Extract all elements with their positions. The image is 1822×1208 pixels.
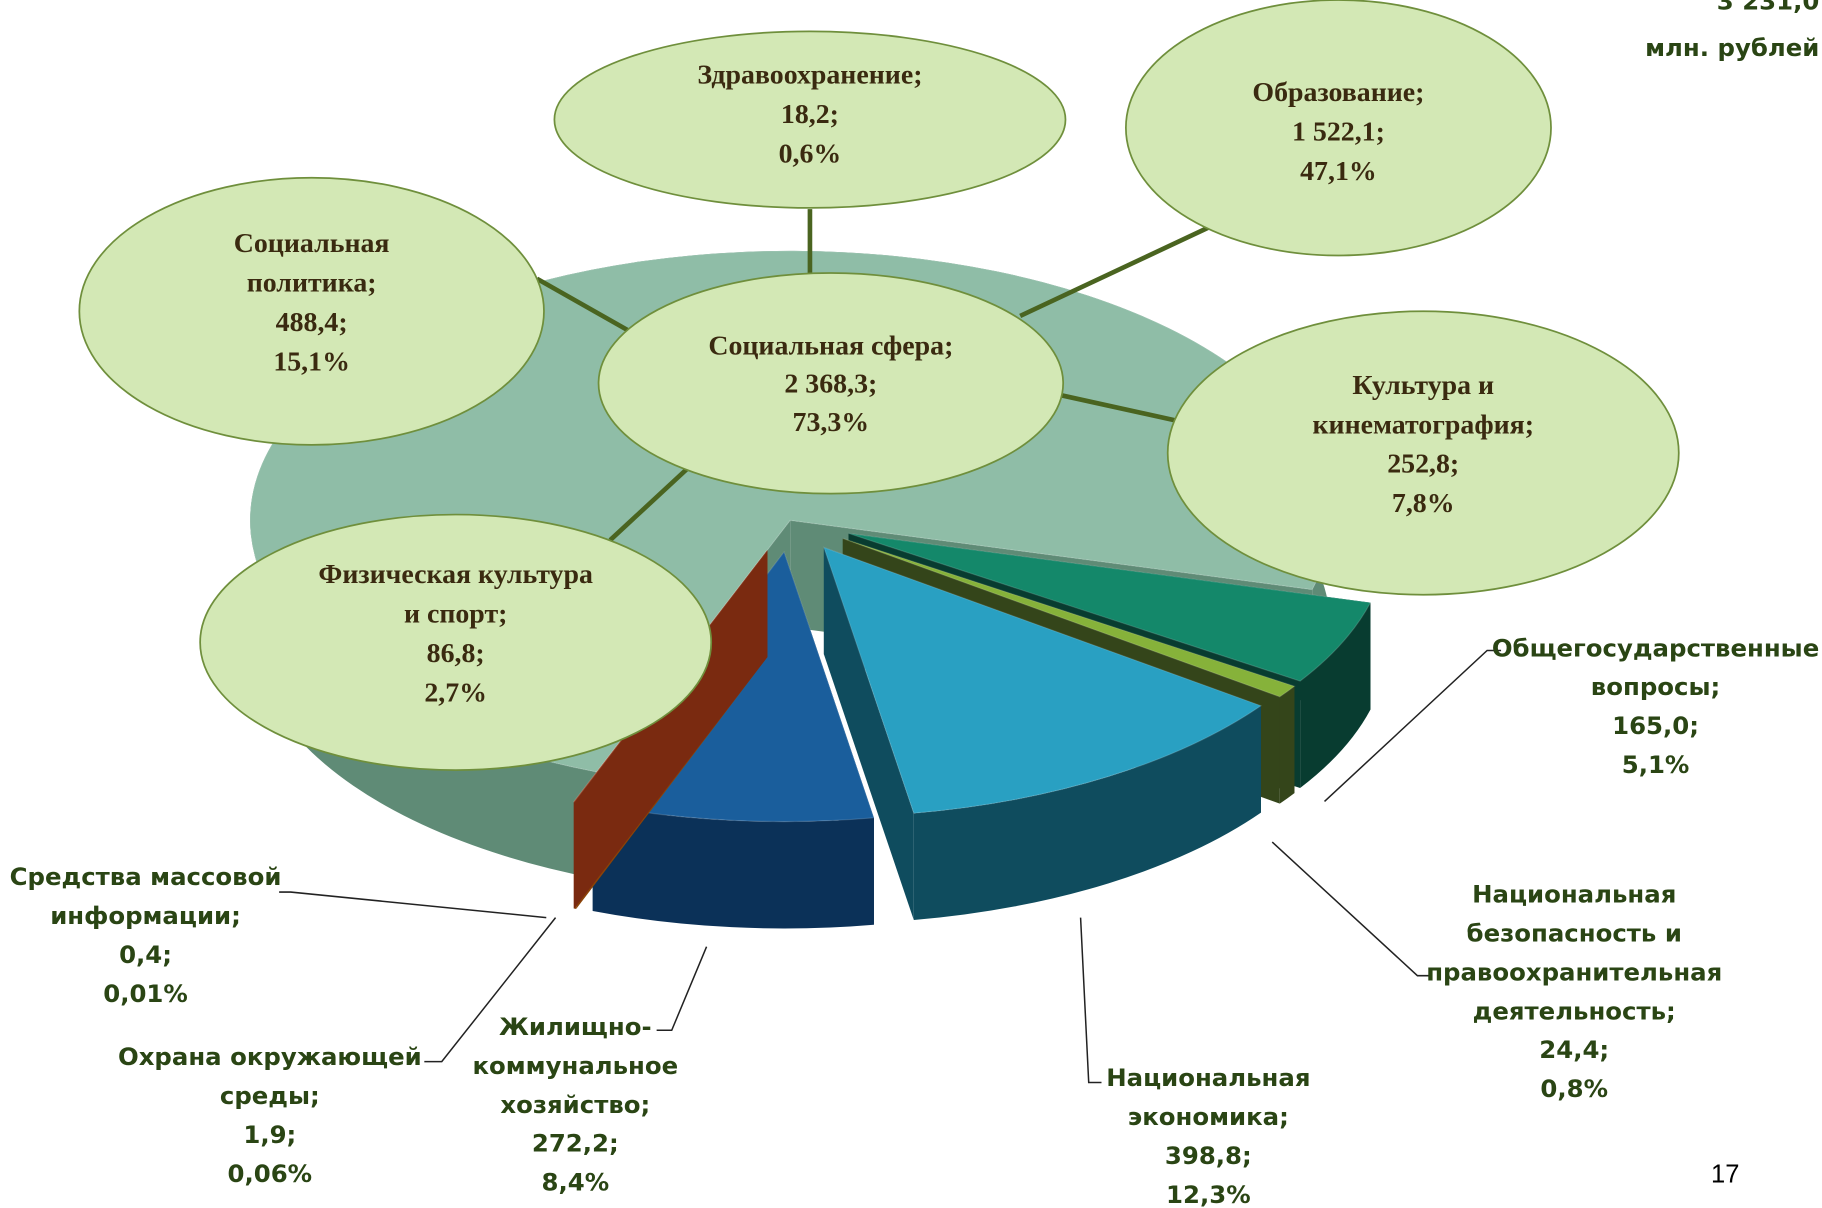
slice-edge	[592, 804, 874, 929]
callout-label-line: 15,1%	[273, 347, 350, 378]
slice-label-line: информации;	[50, 901, 241, 930]
slice-label-line: Охрана окружающей	[118, 1042, 422, 1071]
callout-label-line: 7,8%	[1392, 488, 1455, 519]
callout-label: Физическая культура и спорт; 86,8; 2,7%	[318, 559, 593, 708]
slice-label-line: 5,1%	[1622, 750, 1690, 779]
callout-label-line: кинематография;	[1312, 409, 1534, 440]
slice-label-line: среды;	[220, 1081, 320, 1110]
callout-label: Образование; 1 522,1; 47,1%	[1252, 77, 1424, 187]
slice-label-line: 12,3%	[1166, 1180, 1251, 1208]
callout-label: Социальная политика; 488,4; 15,1%	[234, 228, 390, 377]
callout-label-line: 252,8;	[1387, 449, 1459, 480]
slice-label-line: безопасность и	[1467, 918, 1682, 947]
slice-label-line: 165,0;	[1612, 711, 1699, 740]
callout-label-line: и спорт;	[404, 599, 507, 630]
callout-label-line: 488,4;	[276, 307, 348, 338]
connector	[535, 276, 635, 336]
leader-line	[656, 946, 708, 1032]
slice-side	[573, 550, 768, 909]
callout-label-line: Образование;	[1252, 77, 1424, 108]
slice-label-line: 0,8%	[1540, 1074, 1608, 1103]
leader-line	[279, 891, 547, 919]
callout	[1166, 310, 1680, 596]
callout-label-line: Социальная сфера;	[708, 330, 953, 361]
connector	[1059, 392, 1177, 423]
slice-label: Средства массовой информации; 0,4; 0,01%	[10, 862, 282, 1008]
connector	[608, 466, 690, 542]
slice-label-line: 24,4;	[1539, 1035, 1609, 1064]
callout-label-line: 18,2;	[781, 99, 839, 130]
slice-side	[823, 547, 914, 921]
slice	[822, 546, 1263, 814]
slice-label: Общегосударственные вопросы; 165,0; 5,1%	[1492, 633, 1819, 779]
slice-label-line: Национальная	[1472, 880, 1676, 909]
callout	[78, 176, 545, 446]
callout-label: Социальная сфера; 2 368,3; 73,3%	[708, 330, 953, 438]
callout-label: Культура и кинематография; 252,8; 7,8%	[1312, 370, 1534, 519]
total-value: 3 231,0	[1717, 0, 1820, 15]
callout-label-line: Физическая культура	[318, 559, 593, 590]
slice-label: Охрана окружающей среды; 1,9; 0,06%	[118, 1042, 422, 1188]
callout	[597, 272, 1065, 495]
slice-label-line: 0,01%	[103, 979, 188, 1008]
slice-label-line: хозяйство;	[500, 1090, 650, 1119]
slice-label: Национальная безопасность и правоохранител…	[1426, 880, 1722, 1104]
slice-label-line: Средства массовой	[10, 862, 282, 891]
slice-label-line: 398,8;	[1165, 1141, 1252, 1170]
slice-label-line: деятельность;	[1473, 996, 1676, 1025]
slice-label-line: 272,2;	[532, 1129, 619, 1158]
leader-line	[1271, 841, 1432, 977]
callout-label-line: Социальная	[234, 228, 390, 259]
callout-label-line: Здравоохранение;	[697, 60, 922, 91]
leader-line	[424, 917, 557, 1063]
slice-label-line: Национальная	[1106, 1063, 1310, 1092]
callout-label-line: Культура и	[1352, 370, 1494, 401]
leader-line	[1323, 649, 1502, 803]
slice-label: Национальная экономика; 398,8; 12,3%	[1106, 1063, 1310, 1208]
slice-label-line: 8,4%	[542, 1168, 610, 1197]
pie	[249, 250, 1372, 929]
total-unit: млн. рублей	[1645, 33, 1819, 62]
slice-label-line: правоохранительная	[1426, 957, 1722, 986]
leader-line	[1079, 917, 1102, 1084]
slice-label-line: Общегосударственные	[1492, 633, 1819, 662]
callout-label-line: 0,6%	[779, 139, 842, 170]
slice	[848, 532, 1372, 682]
slice-label-line: коммунальное	[472, 1051, 678, 1080]
slice	[842, 537, 1296, 698]
slice-label-line: 1,9;	[243, 1120, 296, 1149]
slice-label-line: 0,4;	[119, 940, 172, 969]
callout-label-line: 47,1%	[1300, 156, 1377, 187]
callout-label-line: 1 522,1;	[1292, 117, 1385, 148]
callout	[199, 513, 713, 771]
slice-label-line: вопросы;	[1591, 672, 1720, 701]
callout	[553, 30, 1067, 209]
callout	[1125, 0, 1552, 257]
callout-label-line: 2,7%	[424, 678, 487, 709]
slice-edge	[1300, 602, 1371, 788]
callout-label-line: 2 368,3;	[784, 369, 877, 400]
callout-label-line: 86,8;	[427, 638, 485, 669]
slice-edge	[1279, 686, 1295, 804]
connector	[1019, 224, 1212, 319]
slice-label-line: 0,06%	[228, 1159, 313, 1188]
callout-label: Здравоохранение; 18,2; 0,6%	[697, 60, 922, 170]
slice-edge	[913, 705, 1261, 921]
slice-label: Жилищно-коммунальное хозяйство; 272,2; 8,4%	[472, 1012, 678, 1197]
slice-label-line: Жилищно-	[499, 1012, 651, 1041]
callout-label-line: 73,3%	[793, 407, 870, 438]
page-number: 17	[1711, 1160, 1739, 1188]
slice-label-line: экономика;	[1128, 1102, 1289, 1131]
callout-label-line: политика;	[247, 268, 377, 299]
